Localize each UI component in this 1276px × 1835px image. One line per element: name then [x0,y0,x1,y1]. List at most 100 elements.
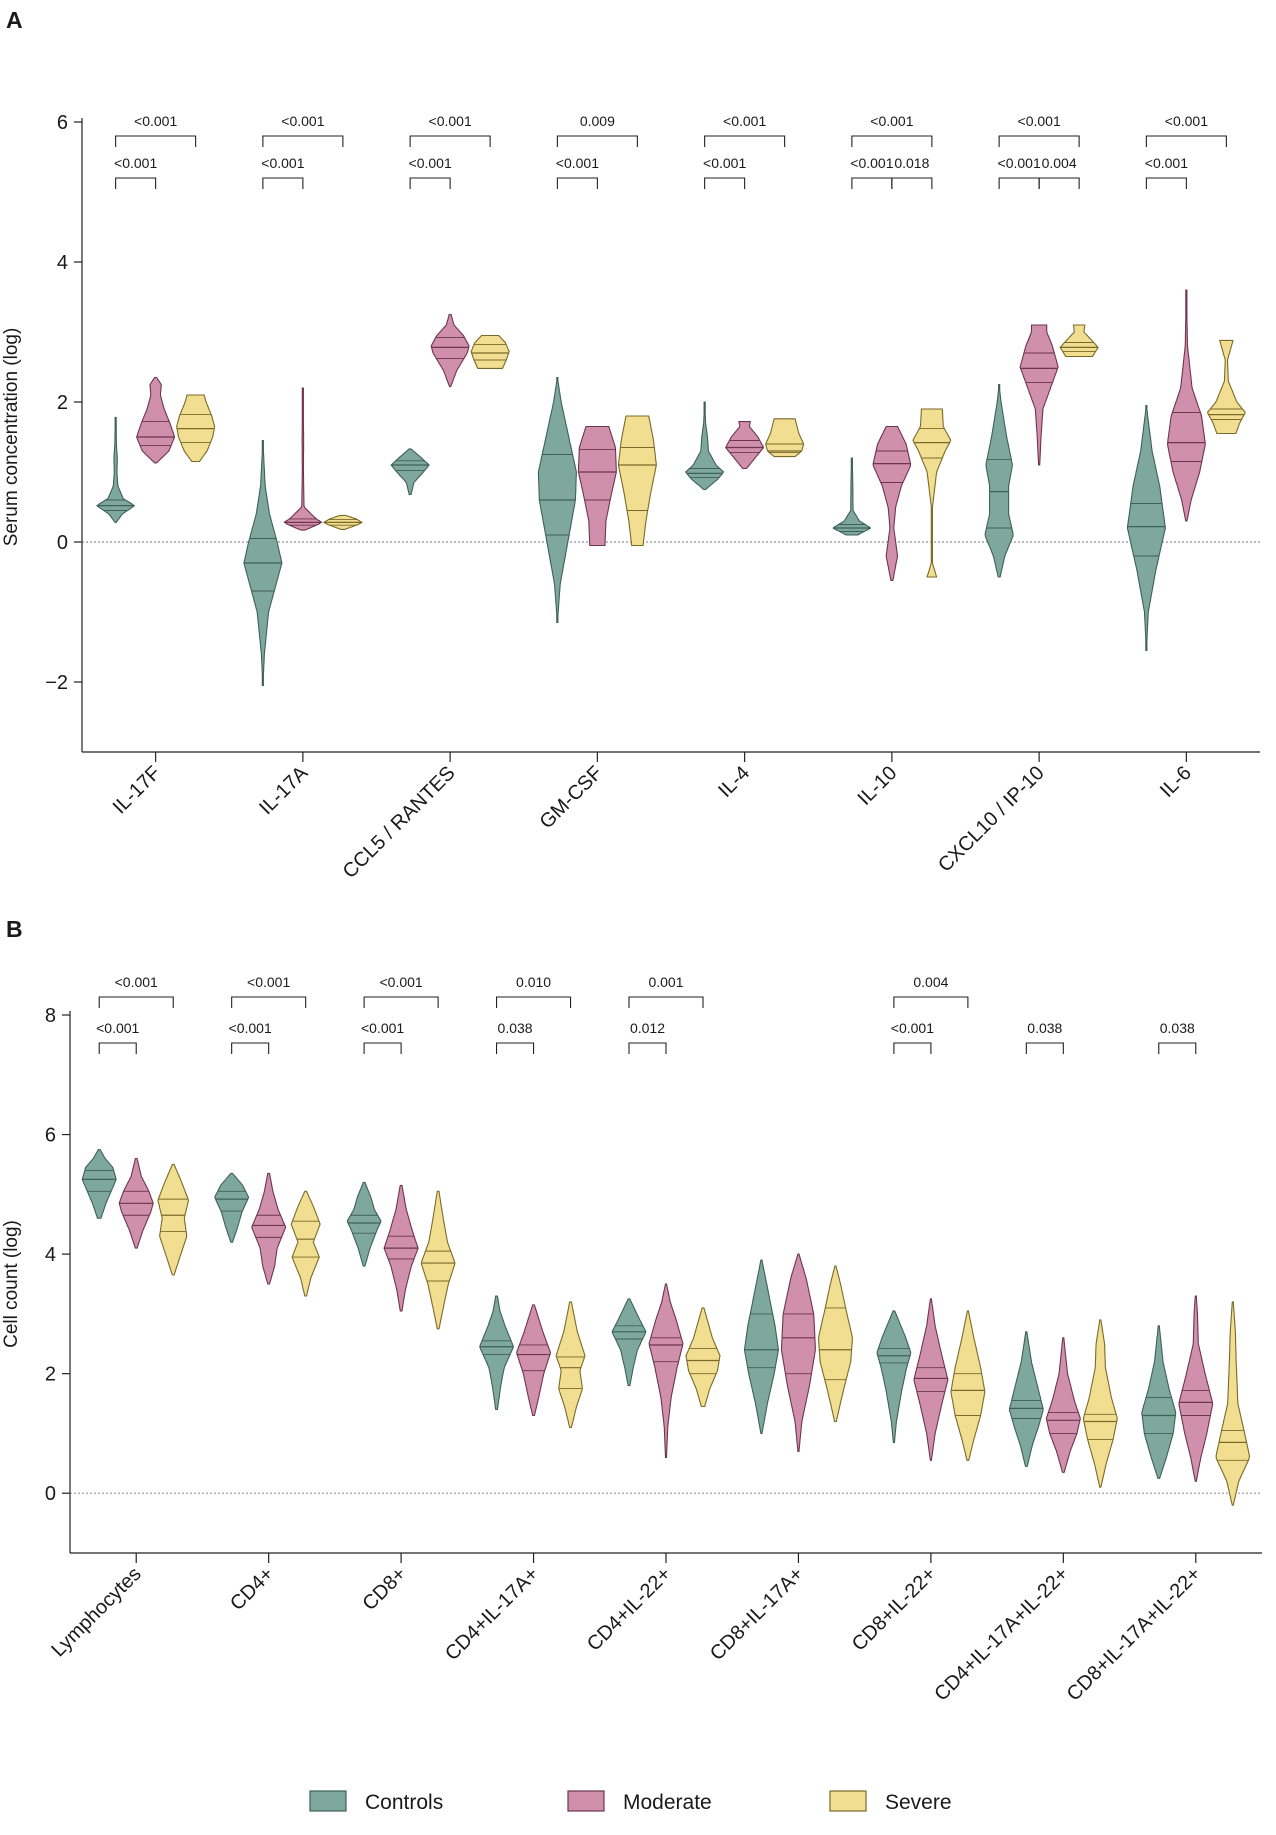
panel-b-category-label-cd4-il-17a-il-22: CD4+IL-17A+IL-22+ [930,1563,1073,1706]
panel-b-y-tick-label: 8 [45,1005,56,1027]
panel-a-significance-il-17a-0-2-bracket [262,135,344,147]
panel-b-violin-cd8-il-17a-moderate [780,1253,816,1452]
panel-a-significance-il-17f-0-2-bracket [115,135,197,147]
panel-b-violin-cd4-il-22-controls [611,1298,647,1387]
panel-a-significance-gm-csf-0-2-p-value: 0.009 [580,113,615,129]
panel-a-significance-il-4-0-2-p-value: <0.001 [723,113,766,129]
panel-b-significance-cd4-il-17a-il-22-0-1-p-value: 0.038 [1027,1020,1062,1036]
panel-b-significance-cd4-0-2-bracket [231,996,307,1008]
panel-b-category-label-cd8-il-22: CD8+IL-22+ [848,1563,941,1656]
panel-a-category-label-il-10: IL-10 [854,762,902,810]
panel-a-significance-ccl5-rantes-0-1-bracket [409,177,451,189]
panel-a-y-tick-label: 2 [57,392,68,414]
panel-a-y-tick-label: 6 [57,112,68,134]
panel-a-significance-il-10-0-2-bracket [851,135,933,147]
panel-b-significance-cd8-il-17a-il-22-0-1-p-value: 0.038 [1160,1020,1195,1036]
panel-a-significance-cxcl10-ip-10-0-1-p-value: <0.001 [998,155,1041,171]
panel-b-significance-cd8-0-2-bracket [363,996,439,1008]
panel-b-category-label-cd4-il-22: CD4+IL-22+ [583,1563,676,1656]
panel-b-violin-cd8-il-17a-severe [818,1265,853,1423]
panel-a-y-tick-label: 4 [57,252,68,274]
panel-b-category-label-lymphocytes: Lymphocytes [47,1563,145,1661]
legend-swatch-controls [309,1790,347,1812]
panel-a-significance-gm-csf-0-1-bracket [556,177,598,189]
panel-a-significance-cxcl10-ip-10-0-2-p-value: <0.001 [1018,113,1061,129]
panel-a-violin-il-17a-moderate [283,387,323,531]
panel-b-violin-cd4-il-17a-controls [479,1295,514,1411]
panel-b-violin-cd4-severe [290,1190,321,1297]
panel-b-y-tick-label: 4 [45,1244,56,1266]
panel-b-y-axis-label: Cell count (log) [1,1220,22,1348]
panel-a-violin-il-17f-moderate [136,376,176,464]
panel-b-violin-cd4-il-22-moderate [648,1283,684,1458]
panel-a-violin-il-4-controls [684,401,725,491]
panel-label-a: A [6,7,23,33]
panel-b-violin-cd4-il-22-severe [685,1307,721,1408]
panel-b-significance-cd4-il-22-0-2-bracket [628,996,704,1008]
panel-b-significance-cd4-il-17a-il-22-0-1-bracket [1025,1042,1064,1054]
panel-b-significance-cd8-il-22-0-2-bracket [893,996,969,1008]
panel-b-significance-cd4-0-2-p-value: <0.001 [247,974,290,990]
panel-a-y-tick-label: −2 [45,672,68,694]
panel-a-significance-il-17f-0-2-p-value: <0.001 [134,113,177,129]
panel-a-significance-gm-csf-0-1-p-value: <0.001 [556,155,599,171]
panel-a-violin-ccl5-rantes-moderate [430,313,470,388]
panel-b-violin-cd4-il-17a-il-22-severe [1082,1319,1118,1488]
panel-a-violin-gm-csf-moderate [577,425,617,547]
panel-b-violin-lymphocytes-severe [157,1163,189,1276]
panel-b-significance-cd4-il-17a-0-2-bracket [496,996,572,1008]
panel-a-violin-il-10-controls [832,457,871,536]
panel-a-significance-il-4-0-1-p-value: <0.001 [703,155,746,171]
panel-a-significance-ccl5-rantes-0-2-p-value: <0.001 [429,113,472,129]
panel-b-significance-cd4-il-22-0-1-bracket [628,1042,667,1054]
panel-a-violin-il-6-moderate [1167,289,1206,522]
panel-a-significance-ccl5-rantes-0-1-p-value: <0.001 [409,155,452,171]
panel-b-violin-cd8-il-17a-controls [743,1259,779,1434]
panel-b-significance-cd4-il-17a-0-1-bracket [496,1042,535,1054]
legend-label-controls: Controls [365,1791,443,1814]
panel-b-violin-cd4-moderate [251,1172,287,1285]
panel-a-violin-il-10-severe [912,408,952,578]
panel-b-violin-cd8-il-22-controls [876,1310,912,1443]
panel-b-significance-cd4-il-17a-0-1-p-value: 0.038 [498,1020,533,1036]
panel-b-significance-cd8-0-1-p-value: <0.001 [361,1020,404,1036]
panel-a-significance-il-10-0-1-p-value: <0.001 [850,155,893,171]
legend-label-severe: Severe [885,1791,952,1814]
panel-b-significance-lymphocytes-0-2-bracket [98,996,174,1008]
panel-a-significance-il-4-0-2-bracket [704,135,786,147]
panel-a-violin-cxcl10-ip-10-severe [1059,324,1099,358]
legend-label-moderate: Moderate [623,1791,712,1814]
panel-b-significance-lymphocytes-0-1-p-value: <0.001 [96,1020,139,1036]
panel-a-significance-il-17a-0-2-p-value: <0.001 [281,113,324,129]
panel-b-violin-cd4-controls [214,1172,250,1243]
panel-b-significance-cd8-il-17a-il-22-0-1-bracket [1158,1042,1197,1054]
panel-a-significance-gm-csf-0-2-bracket [556,135,638,147]
panel-a-significance-il-17a-0-1-bracket [262,177,304,189]
panel-b-violin-cd4-il-17a-il-22-moderate [1045,1337,1081,1473]
panel-b-category-label-cd8: CD8+ [359,1563,411,1615]
panel-a-significance-il-6-0-2-p-value: <0.001 [1165,113,1208,129]
panel-b-violin-cd8-il-17a-il-22-moderate [1178,1295,1214,1482]
panel-a: Serum concentration (log) −2 0 2 4 6 IL-17F IL… [1,112,1260,883]
panel-b-significance-lymphocytes-0-2-p-value: <0.001 [115,974,158,990]
panel-b-violin-cd8-il-22-severe [950,1310,986,1461]
panel-a-significance-il-17a-0-1-p-value: <0.001 [261,155,304,171]
panel-a-significance-il-6-0-1-bracket [1145,177,1187,189]
panel-b-violin-cd4-il-17a-il-22-controls [1008,1331,1044,1467]
panel-a-category-label-il-4: IL-4 [714,762,754,802]
panel-a-significance-cxcl10-ip-10-1-2-p-value: 0.004 [1042,155,1077,171]
panel-a-category-label-ccl5-rantes: CCL5 / RANTES [339,762,460,883]
panel-a-category-label-cxcl10-ip-10: CXCL10 / IP-10 [934,762,1049,877]
panel-b-significance-lymphocytes-0-1-bracket [98,1042,137,1054]
panel-b-category-label-cd4-il-17a: CD4+IL-17A+ [441,1563,543,1665]
panel-a-violin-il-6-severe [1207,339,1246,435]
panel-b-violin-cd8-controls [346,1181,382,1267]
panel-b-violin-cd8-il-22-moderate [913,1298,949,1461]
panel-a-violin-il-4-moderate [725,421,764,470]
panel-b-y-tick-label: 0 [45,1483,56,1505]
panel-a-y-axis-label: Serum concentration (log) [1,328,22,547]
panel-b-violin-cd4-il-17a-moderate [516,1304,551,1417]
panel-b-violin-cd8-il-17a-il-22-controls [1141,1325,1177,1479]
